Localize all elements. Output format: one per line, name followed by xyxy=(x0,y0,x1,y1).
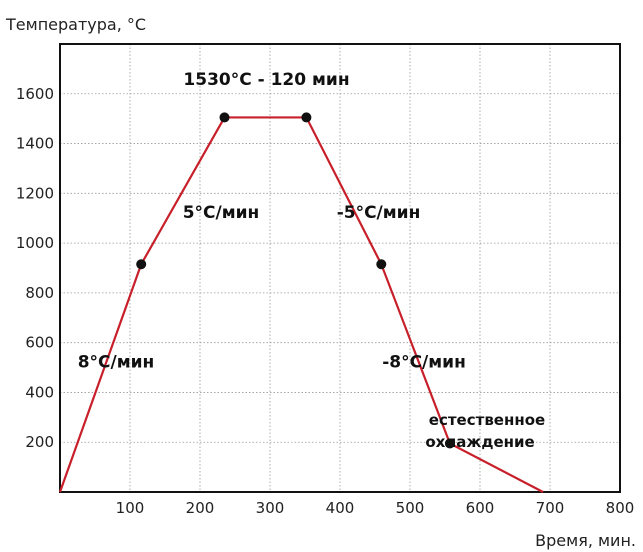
x-tick-label: 200 xyxy=(186,499,215,517)
y-tick-label: 1600 xyxy=(16,85,54,103)
annotation-rate-up-1: 8°C/мин xyxy=(78,353,155,373)
y-tick-label: 1000 xyxy=(16,234,54,252)
x-axis-title: Время, мин. xyxy=(535,531,636,550)
annotation-cool-1: естественное xyxy=(429,411,545,429)
y-tick-label: 400 xyxy=(25,383,54,401)
grid xyxy=(60,44,620,492)
annotation-rate-up-2: 5°C/мин xyxy=(183,203,260,223)
axis-ticks: 100 200 300 400 500 600 700 800 200 400 600 800 1000… xyxy=(16,85,635,517)
x-tick-label: 700 xyxy=(536,499,565,517)
annotations: 1530°C - 120 мин 5°C/мин -5°C/мин 8°C/мин -8… xyxy=(78,70,545,451)
x-tick-label: 100 xyxy=(116,499,145,517)
x-tick-label: 600 xyxy=(466,499,495,517)
series-layer xyxy=(58,112,544,493)
series-point-marker xyxy=(136,259,147,270)
annotation-rate-down-2: -8°C/мин xyxy=(382,353,466,373)
annotation-cool-2: охлаждение xyxy=(425,433,534,451)
y-tick-label: 1200 xyxy=(16,184,54,202)
y-tick-label: 600 xyxy=(25,334,54,352)
x-tick-label: 500 xyxy=(396,499,425,517)
y-tick-label: 1400 xyxy=(16,135,54,153)
x-tick-label: 800 xyxy=(606,499,635,517)
annotation-rate-down-1: -5°C/мин xyxy=(337,203,421,223)
y-tick-label: 800 xyxy=(25,284,54,302)
annotation-hold: 1530°C - 120 мин xyxy=(183,70,349,90)
x-tick-label: 400 xyxy=(326,499,355,517)
y-axis-title: Температура, °C xyxy=(5,15,146,34)
series-point-marker xyxy=(219,112,230,123)
series-point-marker xyxy=(444,438,455,449)
x-tick-label: 300 xyxy=(256,499,285,517)
y-tick-label: 200 xyxy=(25,433,54,451)
series-point-marker xyxy=(376,259,387,270)
plot-frame xyxy=(59,43,621,493)
series-point-marker xyxy=(301,112,312,123)
